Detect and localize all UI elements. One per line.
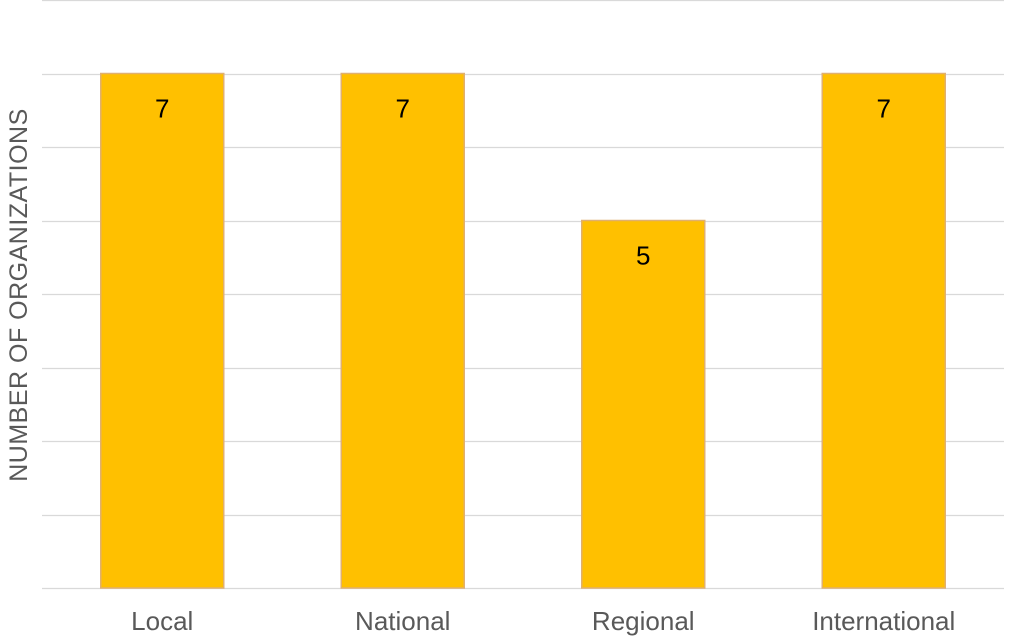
- data-label-international: 7: [877, 94, 891, 124]
- x-tick-label-national: National: [355, 606, 450, 636]
- bar-regional: [581, 219, 706, 589]
- bar-international: [821, 72, 946, 589]
- bars: [100, 72, 946, 589]
- x-tick-label-local: Local: [131, 606, 193, 636]
- bar-national: [340, 72, 465, 589]
- data-labels: 7 7 5 7: [155, 94, 891, 271]
- y-axis-title: NUMBER OF ORGANIZATIONS: [5, 108, 33, 482]
- bar-local: [100, 72, 225, 589]
- data-label-regional: 5: [636, 241, 650, 271]
- x-axis-tick-labels: Local National Regional International: [131, 606, 955, 636]
- data-label-national: 7: [396, 94, 410, 124]
- x-tick-label-regional: Regional: [592, 606, 695, 636]
- data-label-local: 7: [155, 94, 169, 124]
- x-tick-label-international: International: [812, 606, 955, 636]
